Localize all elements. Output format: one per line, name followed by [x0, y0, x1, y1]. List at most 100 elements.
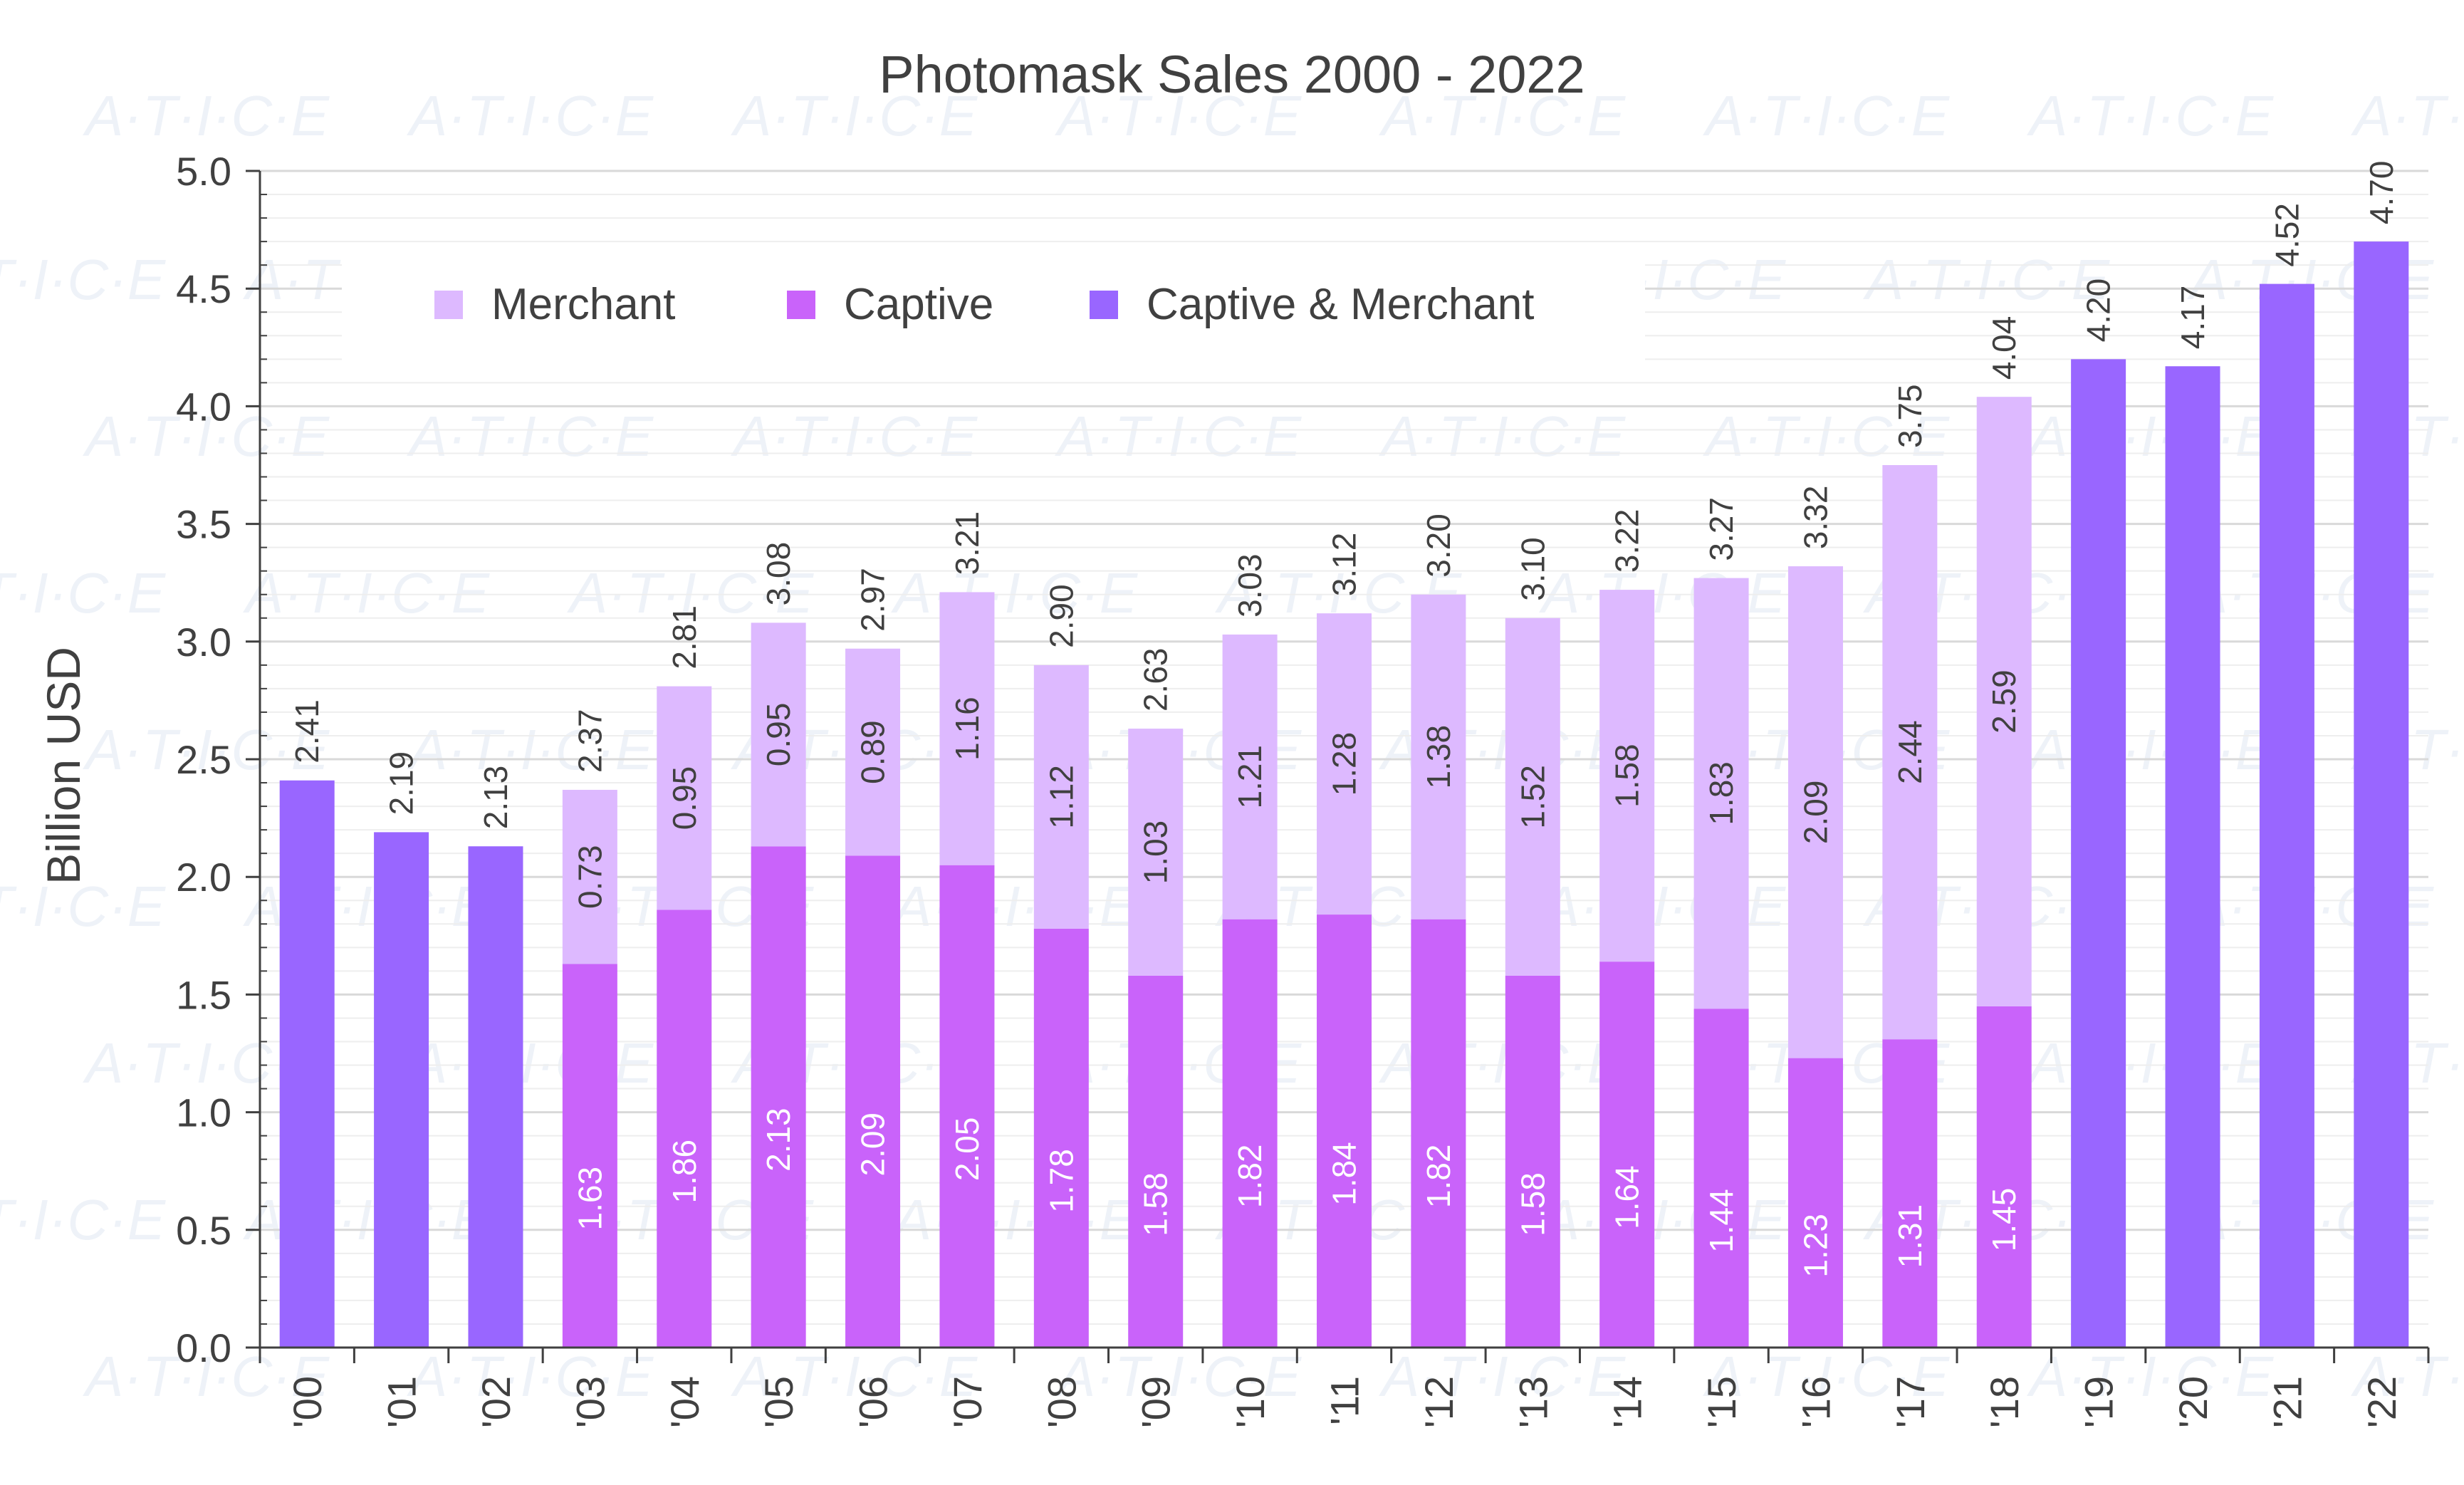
captive-label: 1.86: [666, 1140, 703, 1204]
bar-merchant: [1882, 465, 1938, 1040]
merchant-label: 1.52: [1514, 765, 1551, 829]
total-label: 2.13: [477, 766, 514, 830]
y-tick-label: 1.0: [176, 1090, 231, 1135]
captive-label: 1.82: [1231, 1145, 1268, 1209]
bar-merchant: [1222, 634, 1278, 919]
y-tick-label: 4.5: [176, 266, 231, 311]
x-tick-label: '09: [1134, 1376, 1179, 1428]
x-tick-label: '08: [1039, 1376, 1084, 1428]
merchant-label: 0.89: [855, 720, 892, 784]
watermark-text: A·T·I·C·E: [0, 561, 167, 625]
watermark-text: A·T·I·C·E: [1539, 875, 1787, 938]
total-label: 3.27: [1703, 497, 1740, 561]
watermark-text: A·T·I·C·E: [731, 1345, 978, 1408]
bar-captive-merchant: [374, 832, 429, 1348]
x-tick-label: '11: [1322, 1376, 1367, 1425]
total-label: 4.70: [2363, 161, 2400, 225]
y-tick-label: 3.5: [176, 502, 231, 547]
legend-label: Captive: [844, 280, 993, 329]
y-tick-label: 2.0: [176, 855, 231, 900]
watermark-text: A·T·I·C·E: [407, 1345, 654, 1408]
x-tick-label: '05: [756, 1376, 801, 1428]
x-tick-label: '17: [1888, 1376, 1933, 1428]
legend: Merchant Captive Captive & Merchant: [434, 280, 1534, 329]
watermark-text: A·T·I·C·E: [1703, 84, 1951, 147]
captive-label: 1.58: [1514, 1172, 1551, 1236]
total-label: 3.20: [1420, 514, 1457, 578]
bar-captive: [1505, 975, 1560, 1348]
watermark-text: A·T·I·C·E: [83, 84, 330, 147]
axes: 0.0 0.5 1.0 1.5 2.0 2.5 3.0 3.5 4.0 4.5 5.0 '00 '01 '…: [176, 149, 2430, 1428]
bar-captive-merchant: [279, 780, 335, 1348]
x-tick-label: '14: [1605, 1376, 1650, 1428]
watermark-text: A·T·I·C·E: [2351, 1345, 2464, 1408]
bar-captive: [845, 855, 901, 1348]
watermark-text: A·T·I·C·E: [2027, 1031, 2275, 1095]
bar-merchant: [657, 686, 712, 910]
captive-label: 1.63: [571, 1167, 608, 1231]
x-tick-label: '18: [1982, 1376, 2027, 1428]
bar-captive: [1787, 1058, 1843, 1348]
bar-merchant: [939, 592, 995, 865]
captive-label: 1.84: [1326, 1142, 1363, 1206]
merchant-label: 1.12: [1043, 765, 1080, 829]
watermark-text: A·T·I·C·E: [0, 875, 167, 938]
watermark-text: A·T·I·C·E: [2027, 405, 2275, 468]
x-tick-label: '12: [1416, 1376, 1461, 1428]
bar-merchant: [562, 789, 617, 964]
captive-label: 2.05: [949, 1117, 986, 1182]
watermark-text: A·T·I·C·E: [731, 84, 978, 147]
y-tick-label: 5.0: [176, 149, 231, 194]
captive-label: 1.45: [1985, 1188, 2022, 1252]
bar-captive-merchant: [2259, 283, 2314, 1348]
captive-label: 1.82: [1420, 1145, 1457, 1209]
x-tick-label: '00: [285, 1376, 330, 1428]
x-tick-label: '15: [1699, 1376, 1744, 1428]
watermark-text: A·T·I·C·E: [2027, 718, 2275, 781]
merchant-label: 1.21: [1231, 745, 1268, 809]
captive-label: 2.09: [855, 1113, 892, 1177]
x-tick-label: '02: [474, 1376, 518, 1428]
watermark-text: A·T·I·C·E: [1055, 84, 1303, 147]
bar-captive: [1882, 1039, 1938, 1348]
total-label: 4.17: [2174, 286, 2211, 350]
bar-merchant: [1693, 578, 1749, 1009]
watermark-text: A·T·I·C·E: [83, 1345, 330, 1408]
bar-captive: [1411, 919, 1466, 1348]
y-tick-label: 4.0: [176, 384, 231, 429]
x-tick-label: '04: [662, 1376, 707, 1428]
y-tick-label: 0.5: [176, 1208, 231, 1253]
data-labels: 2.41 2.19 2.13 2.37 0.73 1.63 2.81 0.95 1.86 3.08…: [288, 161, 2400, 1278]
watermark-text: A·T·I·C·E: [407, 718, 654, 781]
captive-label: 1.44: [1703, 1189, 1740, 1253]
x-tick-label: '19: [2077, 1376, 2121, 1428]
y-tick-label: 3.0: [176, 620, 231, 665]
bar-merchant: [1033, 665, 1089, 929]
merchant-label: 1.58: [1609, 744, 1646, 808]
total-label: 2.90: [1043, 584, 1080, 648]
legend-swatch: [1090, 291, 1118, 319]
legend-box: [342, 246, 1645, 367]
total-label: 4.52: [2268, 203, 2305, 267]
x-tick-label: '22: [2359, 1376, 2404, 1428]
x-tick-label: '16: [1793, 1376, 1838, 1428]
bars: [279, 241, 2409, 1348]
watermark-text: A·T·I·C·E: [1055, 405, 1303, 468]
bar-merchant: [1128, 729, 1184, 976]
watermark-text: A·T·I·C·E: [1379, 405, 1627, 468]
total-label: 4.20: [2080, 278, 2117, 343]
watermark-text: A·T·I·C·E: [0, 1188, 167, 1251]
legend-background: [342, 246, 1645, 367]
bar-captive: [1222, 919, 1278, 1348]
bar-merchant: [1317, 613, 1372, 915]
total-label: 3.03: [1231, 553, 1268, 618]
bar-captive: [1599, 962, 1655, 1348]
x-tick-label: '13: [1510, 1376, 1555, 1428]
legend-label: Captive & Merchant: [1147, 280, 1534, 329]
total-label: 2.63: [1137, 648, 1174, 712]
total-label: 2.19: [383, 751, 420, 816]
captive-label: 1.23: [1797, 1214, 1834, 1278]
bar-captive: [1693, 1009, 1749, 1348]
chart-title: Photomask Sales 2000 - 2022: [879, 45, 1585, 104]
captive-label: 1.78: [1043, 1149, 1080, 1213]
